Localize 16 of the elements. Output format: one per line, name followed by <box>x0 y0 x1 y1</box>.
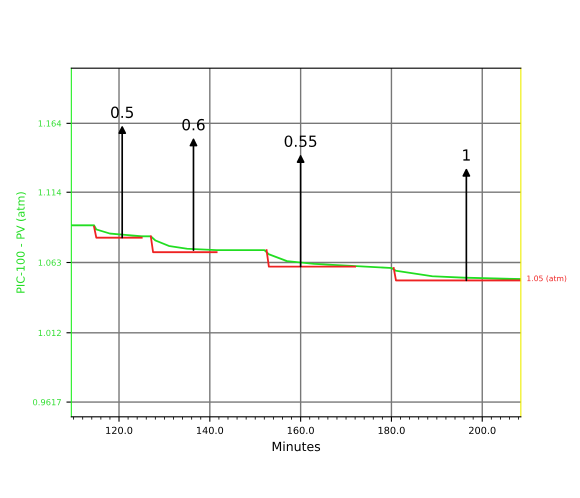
y-tick-label: 1.012 <box>38 330 61 336</box>
annotation: 1 <box>463 149 470 161</box>
y-axis-title: PIC-100 - PV (atm) <box>16 192 26 293</box>
annotation: 0.6 <box>182 118 205 130</box>
x-axis-title: Minutes <box>272 442 320 452</box>
x-tick-label: 120.0 <box>106 426 132 434</box>
y-tick-label: 0.9617 <box>33 399 61 406</box>
x-tick-label: 140.0 <box>196 426 224 434</box>
x-tick-label: 180.0 <box>378 426 405 434</box>
annotation: 0.55 <box>284 135 316 148</box>
y-tick-label: 1.114 <box>38 189 62 196</box>
x-tick-label: 200.0 <box>469 426 496 434</box>
x-tick-label: 160.0 <box>288 426 314 434</box>
y-tick-label: 1.164 <box>38 120 62 127</box>
annotation: 0.5 <box>111 106 134 118</box>
y-tick-label: 1.063 <box>38 259 61 266</box>
